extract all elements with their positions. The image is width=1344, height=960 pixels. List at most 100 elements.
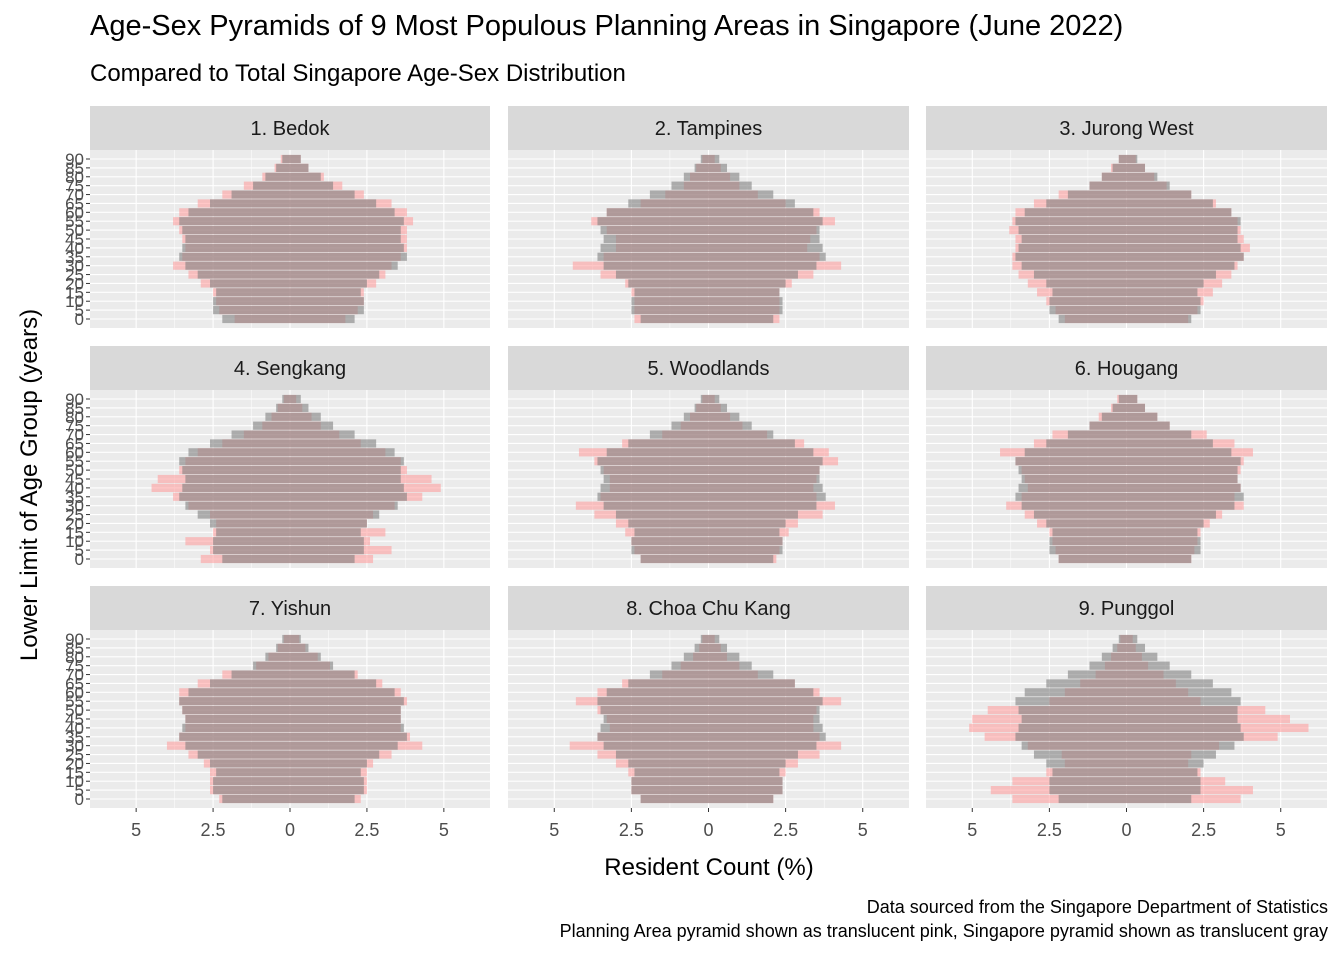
singapore-bar-right — [1126, 412, 1158, 421]
singapore-bar-left — [265, 652, 290, 661]
singapore-bar-right — [708, 679, 795, 688]
singapore-bar-left — [1112, 643, 1127, 652]
facet-panel: 1. Bedok 05101520253035404550556065707580… — [65, 106, 490, 329]
singapore-bar-left — [606, 688, 709, 697]
singapore-bar-left — [188, 448, 290, 457]
singapore-bar-right — [1126, 394, 1138, 404]
singapore-bar-left — [185, 234, 290, 244]
singapore-bar-left — [694, 643, 709, 652]
y-tick-label: 50 — [65, 461, 84, 480]
singapore-bar-left — [628, 279, 709, 288]
singapore-bar-right — [1126, 288, 1198, 297]
singapore-bar-left — [603, 741, 709, 750]
singapore-bar-left — [1052, 288, 1127, 297]
singapore-bar-left — [197, 750, 290, 759]
singapore-bar-right — [1126, 501, 1235, 510]
singapore-bar-left — [597, 457, 709, 466]
singapore-bar-right — [708, 741, 817, 750]
singapore-bar-left — [1089, 181, 1127, 190]
singapore-bar-left — [694, 403, 709, 412]
singapore-bar-left — [276, 643, 290, 652]
singapore-bar-right — [290, 528, 361, 537]
singapore-bar-left — [179, 697, 290, 706]
singapore-bar-right — [708, 661, 752, 670]
singapore-bar-right — [290, 492, 407, 501]
x-tick-label: 5 — [131, 820, 141, 840]
facet-strip-label: 5. Woodlands — [648, 358, 770, 380]
singapore-bar-right — [1126, 181, 1170, 190]
singapore-bar-left — [1118, 394, 1127, 404]
singapore-bar-left — [597, 252, 709, 261]
singapore-bar-right — [708, 199, 795, 208]
singapore-bar-left — [231, 670, 290, 679]
singapore-bar-right — [290, 243, 404, 252]
singapore-bar-right — [1126, 217, 1241, 226]
singapore-bar-right — [708, 172, 740, 181]
singapore-bar-right — [290, 439, 377, 448]
singapore-bar-left — [216, 768, 290, 777]
singapore-bar-left — [182, 243, 290, 252]
facet-strip-label: 7. Yishun — [249, 598, 331, 620]
facet-panels: 1. Bedok05101520253035404550556065707580… — [65, 106, 1327, 840]
singapore-bar-right — [290, 217, 404, 226]
singapore-bar-right — [1126, 172, 1158, 181]
singapore-bar-right — [708, 510, 798, 519]
singapore-bar-left — [282, 154, 290, 164]
singapore-bar-right — [708, 243, 823, 252]
singapore-bar-right — [1126, 430, 1192, 439]
singapore-bar-right — [708, 208, 814, 217]
singapore-bar-right — [1126, 199, 1213, 208]
singapore-bar-left — [628, 759, 709, 768]
singapore-bar-left — [282, 634, 290, 644]
y-tick-label: 35 — [65, 248, 84, 267]
singapore-bar-left — [1049, 297, 1127, 306]
singapore-bar-right — [1126, 750, 1216, 759]
singapore-bar-left — [216, 528, 290, 537]
singapore-bar-right — [1126, 786, 1201, 795]
y-tick-label: 15 — [65, 283, 84, 302]
y-tick-label: 35 — [65, 488, 84, 507]
singapore-bar-left — [634, 288, 709, 297]
singapore-bar-left — [1024, 208, 1127, 217]
y-tick-label: 5 — [75, 301, 84, 320]
singapore-bar-right — [1126, 688, 1232, 697]
singapore-bar-right — [708, 226, 820, 235]
facet-strip-label: 9. Punggol — [1079, 598, 1175, 620]
singapore-bar-left — [1021, 501, 1127, 510]
singapore-bar-right — [708, 723, 823, 732]
singapore-bar-right — [1126, 634, 1138, 644]
y-tick-label: 60 — [65, 683, 84, 702]
facet-strip-label: 2. Tampines — [655, 118, 762, 140]
x-axis-title: Resident Count (%) — [604, 854, 813, 881]
singapore-bar-left — [606, 208, 709, 217]
facet-strip — [926, 346, 1327, 390]
facet-panel: 5. Woodlands — [508, 346, 909, 568]
y-tick-label: 85 — [65, 639, 84, 658]
singapore-bar-right — [708, 643, 728, 652]
singapore-bar-right — [708, 794, 774, 804]
singapore-bar-right — [1126, 466, 1238, 475]
y-tick-label: 0 — [75, 790, 84, 809]
singapore-bar-left — [1021, 474, 1127, 484]
singapore-bar-left — [603, 714, 709, 724]
singapore-bar-right — [290, 279, 367, 288]
y-tick-label: 20 — [65, 274, 84, 293]
singapore-bar-left — [282, 394, 290, 404]
facet-strip — [926, 106, 1327, 150]
singapore-bar-right — [290, 537, 364, 546]
y-tick-label: 10 — [65, 772, 84, 791]
singapore-bar-right — [708, 190, 774, 199]
x-tick-label: 0 — [703, 820, 713, 840]
y-tick-label: 70 — [65, 186, 84, 205]
singapore-bar-right — [1126, 723, 1241, 732]
singapore-bar-left — [276, 403, 290, 412]
y-tick-label: 20 — [65, 514, 84, 533]
singapore-bar-left — [671, 421, 709, 430]
facet-strip — [90, 586, 490, 630]
singapore-bar-right — [708, 483, 823, 492]
y-tick-label: 10 — [65, 292, 84, 311]
singapore-bar-left — [213, 537, 290, 546]
singapore-bar-right — [290, 634, 301, 644]
x-tick-label: 5 — [549, 820, 559, 840]
x-tick-label: 5 — [1276, 820, 1286, 840]
